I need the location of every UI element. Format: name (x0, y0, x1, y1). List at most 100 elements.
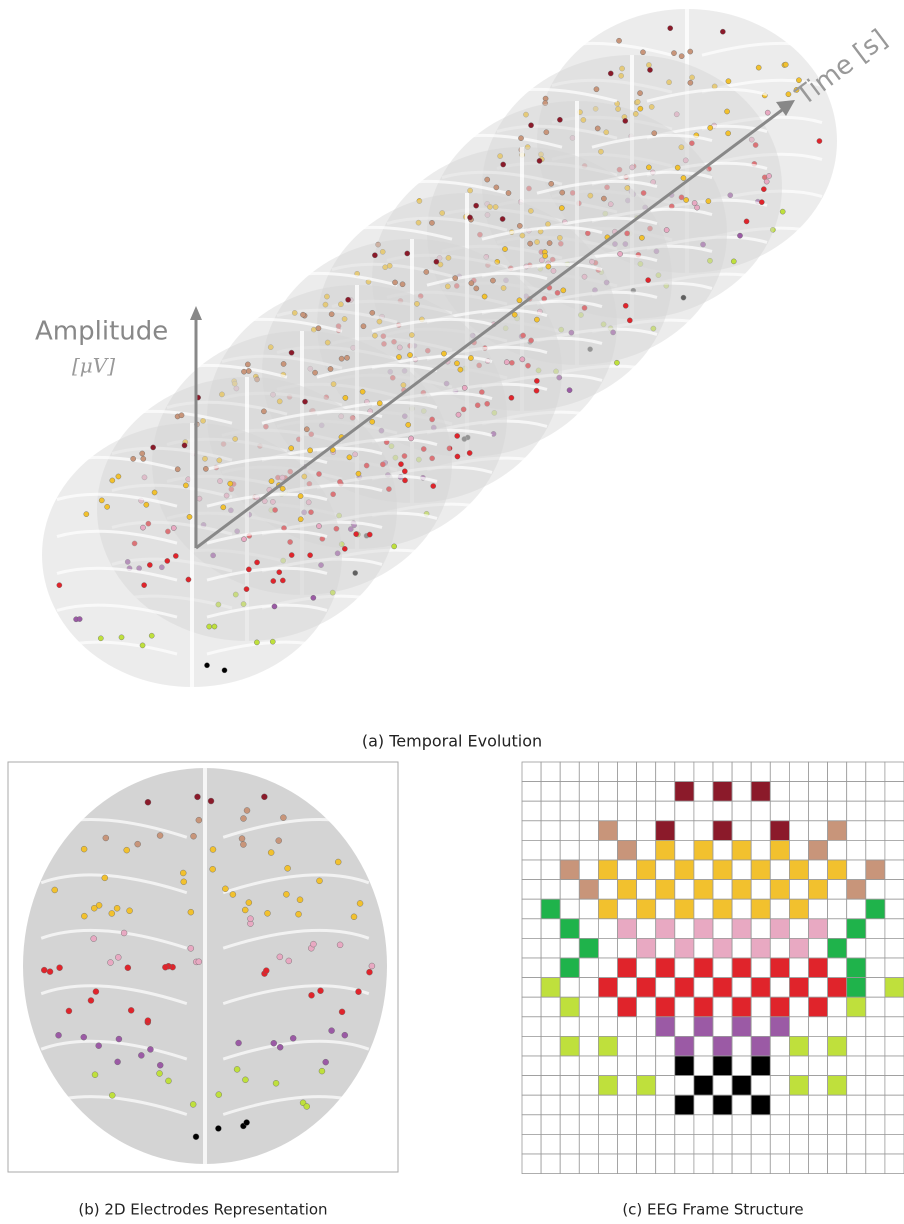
electrode (93, 989, 99, 995)
grid-cell (770, 1036, 789, 1056)
grid-cell (885, 1017, 904, 1037)
grid-cell (770, 1056, 789, 1076)
grid-cell (579, 782, 598, 802)
grid-cell (809, 997, 828, 1017)
grid-cell (809, 938, 828, 958)
grid-cell (847, 919, 866, 939)
electrode (165, 558, 170, 563)
electrode (726, 79, 731, 84)
electrode (240, 816, 246, 822)
electrode (504, 360, 509, 365)
grid-cell (618, 1095, 637, 1115)
grid-cell (656, 1154, 675, 1174)
electrode (392, 280, 397, 285)
electrode (188, 909, 194, 915)
electrode (780, 209, 785, 214)
grid-cell (560, 997, 579, 1017)
electrode (455, 454, 460, 459)
grid-cell (598, 938, 617, 958)
grid-cell (637, 1076, 656, 1096)
electrode (517, 223, 522, 228)
electrode (245, 362, 250, 367)
electrode (165, 1078, 171, 1084)
grid-cell (579, 1036, 598, 1056)
electrode (501, 162, 506, 167)
grid-cell (522, 801, 541, 821)
electrode (323, 1059, 329, 1065)
figure: Time [s] Amplitude [μV] (a) Temporal Evo… (0, 0, 904, 1224)
electrode (157, 833, 163, 839)
electrode (731, 259, 736, 264)
grid-cell (560, 821, 579, 841)
electrode (124, 847, 130, 853)
grid-cell (656, 762, 675, 782)
grid-cell (656, 1095, 675, 1115)
electrode (283, 891, 289, 897)
grid-cell (732, 958, 751, 978)
grid-cell (828, 938, 847, 958)
grid-cell (560, 1036, 579, 1056)
grid-cell (560, 1076, 579, 1096)
grid-cell (598, 1154, 617, 1174)
electrode (179, 413, 184, 418)
grid-cell (885, 1095, 904, 1115)
grid-cell (751, 1095, 770, 1115)
grid-cell (751, 919, 770, 939)
grid-cell (560, 1134, 579, 1154)
electrode (135, 841, 141, 847)
electrode (273, 1080, 279, 1086)
electrode (534, 317, 539, 322)
grid-cell (885, 978, 904, 998)
grid-cell (713, 1076, 732, 1096)
grid-cell (847, 1134, 866, 1154)
electrode (406, 422, 411, 427)
grid-cell (656, 1017, 675, 1037)
grid-cell (598, 919, 617, 939)
grid-cell (809, 1134, 828, 1154)
grid-cell (579, 1134, 598, 1154)
electrode (706, 199, 711, 204)
grid-cell (828, 899, 847, 919)
electrode (455, 433, 460, 438)
grid-cell (828, 762, 847, 782)
electrode (302, 399, 307, 404)
electrode (131, 456, 136, 461)
grid-cell (541, 1056, 560, 1076)
grid-cell (847, 880, 866, 900)
grid-cell (637, 978, 656, 998)
electrode (269, 479, 274, 484)
electrode (316, 878, 322, 884)
grid-cell (828, 919, 847, 939)
electrode (268, 850, 274, 856)
grid-cell (618, 919, 637, 939)
grid-cell (885, 958, 904, 978)
electrode (110, 478, 115, 483)
grid-cell (770, 919, 789, 939)
grid-cell (637, 997, 656, 1017)
grid-cell (713, 860, 732, 880)
grid-cell (809, 880, 828, 900)
grid-cell (579, 938, 598, 958)
grid-cell (713, 782, 732, 802)
electrode (127, 908, 133, 914)
electrode (623, 118, 628, 123)
grid-cell (637, 938, 656, 958)
electrode (246, 900, 252, 906)
electrode (681, 175, 686, 180)
grid-cell (618, 1056, 637, 1076)
electrode (339, 356, 344, 361)
electrode (304, 427, 309, 432)
grid-cell (694, 919, 713, 939)
electrode (453, 276, 458, 281)
electrode (637, 91, 642, 96)
grid-cell (866, 1017, 885, 1037)
grid-cell (885, 880, 904, 900)
grid-cell (541, 801, 560, 821)
grid-cell (789, 1036, 808, 1056)
electrode (431, 483, 436, 488)
grid-cell (866, 958, 885, 978)
grid-cell (579, 1154, 598, 1174)
grid-cell (522, 919, 541, 939)
electrode (261, 409, 266, 414)
grid-cell (579, 762, 598, 782)
